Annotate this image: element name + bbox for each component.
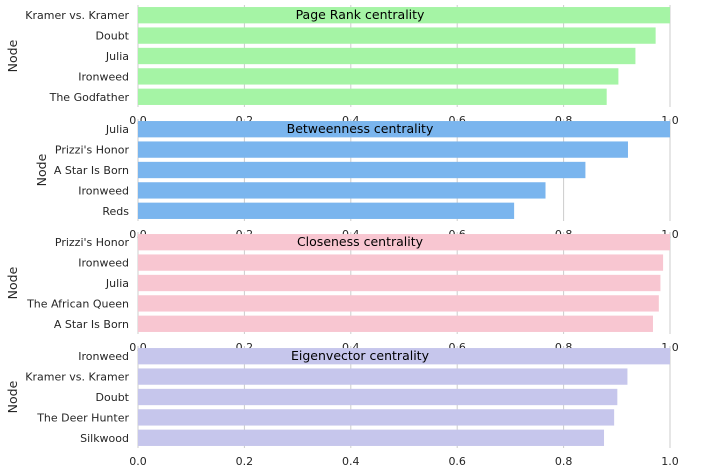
chart-panel-3: Prizzi's Honor Ironweed Julia The African Q… [5,232,679,354]
bar [138,315,653,332]
category-label: A Star Is Born [54,164,129,177]
category-label: The African Queen [26,297,129,310]
chart-title: Betweenness centrality [287,121,434,136]
chart-title: Eigenvector centrality [291,348,430,363]
chart-panel-1: Kramer vs. Kramer Doubt Julia Ironweed The G… [5,5,679,127]
category-label: A Star Is Born [54,318,129,331]
category-label: Julia [105,50,129,63]
category-label: Doubt [96,30,130,43]
category-label: Prizzi's Honor [55,236,130,249]
category-label: Reds [102,205,129,218]
category-label: The Godfather [49,91,130,104]
y-axis-label: Node [5,266,20,299]
y-axis-label: Node [5,39,20,72]
bar [138,409,615,426]
bar [138,254,664,271]
bar [138,274,661,292]
bar [138,7,670,24]
bar [138,348,670,365]
chart-panel-4: Ironweed Kramer vs. Kramer Doubt The Deer H… [5,346,679,468]
category-label: Ironweed [78,350,129,363]
category-label: The Deer Hunter [36,411,129,424]
bar [138,121,670,138]
x-tick-label: 0.0 [129,455,147,468]
category-label: Kramer vs. Kramer [25,9,129,22]
category-label: Ironweed [78,70,129,83]
category-label: Doubt [96,391,130,404]
category-label: Ironweed [78,184,129,197]
chart-panel-2: Julia Prizzi's Honor A Star Is Born Ironwee… [34,119,679,241]
category-label: Prizzi's Honor [55,144,130,157]
x-tick-label: 0.4 [342,455,360,468]
bar [138,388,618,406]
bar [138,68,619,85]
bar [138,27,656,44]
bar [138,234,670,251]
chart-title: Closeness centrality [297,234,424,249]
y-axis-label: Node [34,153,49,186]
bar [138,88,607,105]
x-tick-label: 0.2 [236,455,254,468]
x-tick-label: 0.6 [448,455,466,468]
bar [138,141,628,158]
category-label: Silkwood [80,432,129,445]
bar [138,429,605,446]
bar [138,161,586,179]
bar [138,202,515,219]
x-tick-label: 1.0 [661,455,679,468]
bar [138,47,636,65]
bar [138,182,546,199]
category-label: Ironweed [78,257,129,270]
x-tick-label: 0.8 [555,455,573,468]
category-label: Julia [105,123,129,136]
chart-title: Page Rank centrality [296,7,425,22]
y-axis-label: Node [5,380,20,413]
bar [138,295,659,312]
category-label: Kramer vs. Kramer [25,371,129,384]
bar [138,368,628,385]
category-label: Julia [105,277,129,290]
